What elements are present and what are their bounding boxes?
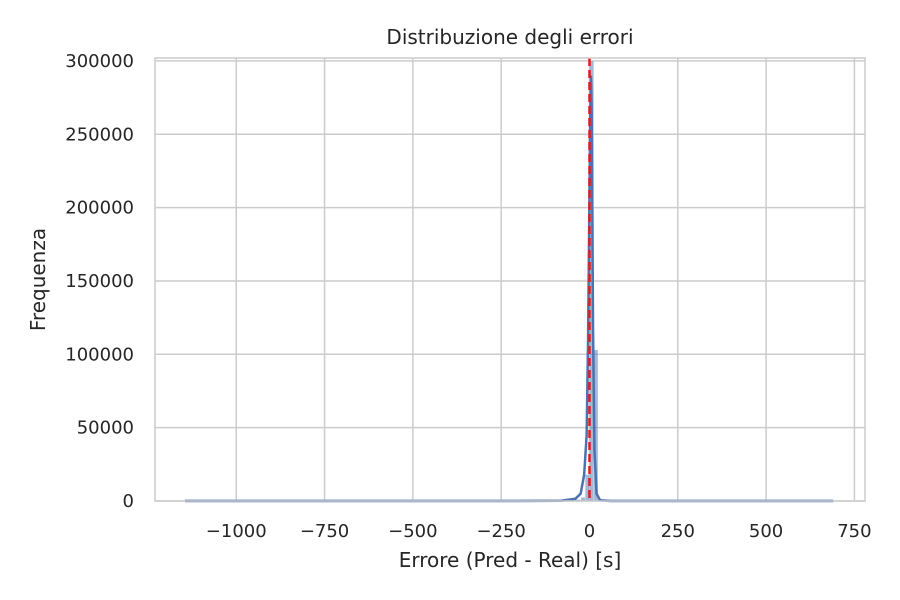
- x-tick-label: 250: [661, 521, 695, 542]
- y-tick-label: 50000: [77, 418, 134, 439]
- y-tick-label: 300000: [65, 51, 134, 72]
- x-tick-label: 0: [584, 521, 595, 542]
- y-tick-label: 200000: [65, 198, 134, 219]
- x-tick-label: −1000: [206, 521, 267, 542]
- y-axis-label: Frequenza: [26, 228, 50, 331]
- x-tick-label: −500: [388, 521, 437, 542]
- kde-line: [185, 75, 834, 503]
- grid: [155, 58, 865, 502]
- x-axis-label: Errore (Pred - Real) [s]: [399, 548, 622, 572]
- y-tick-label: 0: [123, 491, 134, 512]
- y-tick-label: 100000: [65, 344, 134, 365]
- plot-frame: [154, 57, 866, 502]
- y-tick-label: 250000: [65, 124, 134, 145]
- x-tick-label: −750: [300, 521, 349, 542]
- x-tick-labels: −1000 −750 −500 −250 0 250 500 750: [206, 521, 872, 542]
- kde-curve: [185, 75, 834, 503]
- y-tick-label: 150000: [65, 271, 134, 292]
- x-tick-label: 500: [749, 521, 783, 542]
- x-tick-label: 750: [837, 521, 871, 542]
- x-tick-label: −250: [476, 521, 525, 542]
- y-tick-labels: 0 50000 100000 150000 200000 250000 300000: [65, 51, 134, 512]
- chart-title: Distribuzione degli errori: [386, 25, 633, 49]
